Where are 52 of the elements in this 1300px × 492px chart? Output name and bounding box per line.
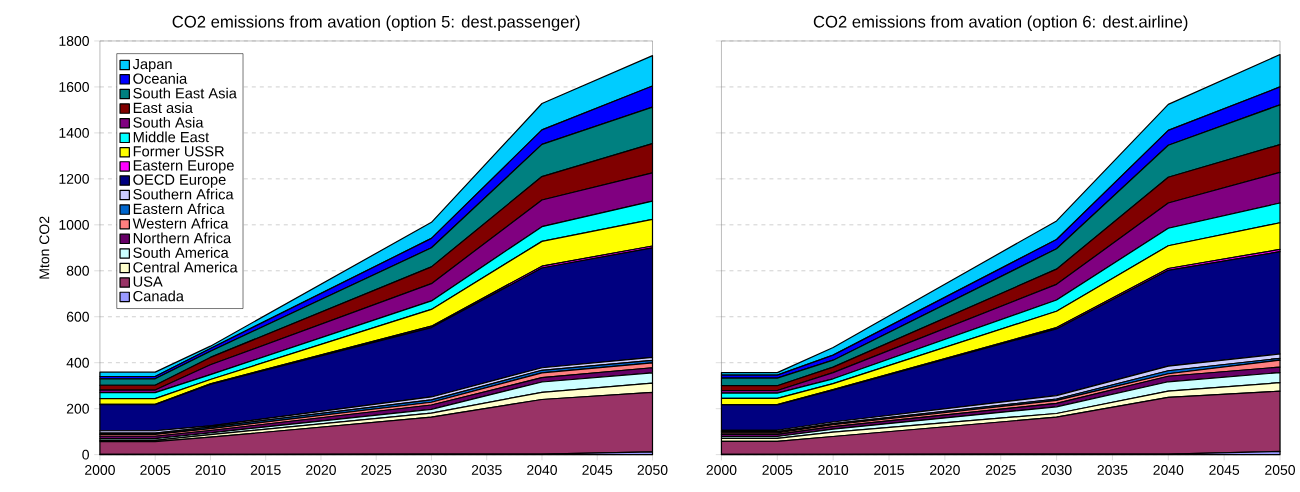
x-tick-label: 2050	[637, 465, 668, 476]
legend-label: Eastern Europe	[133, 160, 234, 174]
legend-label: Central America	[133, 261, 238, 273]
x-tick-label: 2020	[930, 465, 960, 476]
y-axis-title: Mton CO2	[39, 216, 50, 279]
x-tick-label: 2010	[818, 465, 849, 476]
y-tick-label: 1800	[59, 36, 89, 47]
legend-label: East asia	[133, 102, 193, 114]
x-tick-label: 2045	[1209, 465, 1240, 476]
x-tick-label: 2035	[1097, 465, 1128, 476]
legend-label: USA	[133, 276, 163, 287]
legend-label: Oceania	[133, 73, 188, 84]
x-tick-label: 2025	[361, 465, 392, 476]
y-tick-label: 600	[66, 311, 89, 322]
x-tick-label: 2040	[1153, 465, 1184, 476]
legend-label: Middle East	[133, 131, 210, 143]
legend-label: Western Africa	[132, 218, 229, 229]
x-tick-label: 2000	[85, 465, 115, 476]
legend-label: Japan	[132, 59, 172, 73]
x-tick-label: 2020	[306, 465, 336, 476]
legend-label: Eastern Africa	[133, 203, 225, 215]
chart-title: CO2 emissions from avation (option 5: dest.passenger)	[172, 15, 580, 32]
y-tick-label: 200	[66, 403, 89, 414]
x-tick-label: 2010	[195, 465, 226, 476]
x-tick-label: 2000	[706, 465, 737, 476]
x-tick-label: 2045	[582, 465, 613, 476]
x-tick-label: 2015	[250, 465, 281, 476]
x-tick-label: 2025	[985, 465, 1016, 476]
x-tick-label: 2015	[874, 465, 904, 476]
chart-title: CO2 emissions from avation (option 6: dest.airline)	[813, 15, 1188, 32]
legend-label: South America	[133, 247, 229, 259]
legend-label: Canada	[133, 290, 184, 302]
legend-label: Southern Africa	[133, 188, 234, 200]
x-tick-label: 2005	[140, 465, 171, 476]
legend-label: Northern Africa	[133, 232, 232, 244]
x-tick-label: 2030	[416, 465, 447, 476]
y-tick-label: 1600	[59, 82, 89, 93]
y-tick-label: 1000	[59, 220, 89, 230]
y-tick-label: 400	[66, 357, 89, 368]
x-tick-label: 2035	[471, 465, 502, 476]
y-tick-label: 800	[66, 266, 89, 276]
legend-label: Former USSR	[133, 146, 224, 157]
legend-label: OECD Europe	[133, 174, 226, 188]
x-tick-label: 2040	[527, 465, 557, 476]
x-tick-label: 2030	[1041, 465, 1072, 476]
y-tick-label: 0	[82, 449, 89, 460]
x-tick-label: 2005	[762, 465, 793, 476]
y-tick-label: 1200	[59, 174, 89, 184]
y-tick-label: 1400	[59, 128, 89, 139]
legend-label: South Asia	[133, 117, 204, 128]
legend-label: South East Asia	[133, 87, 237, 99]
x-tick-label: 2050	[1265, 465, 1296, 476]
